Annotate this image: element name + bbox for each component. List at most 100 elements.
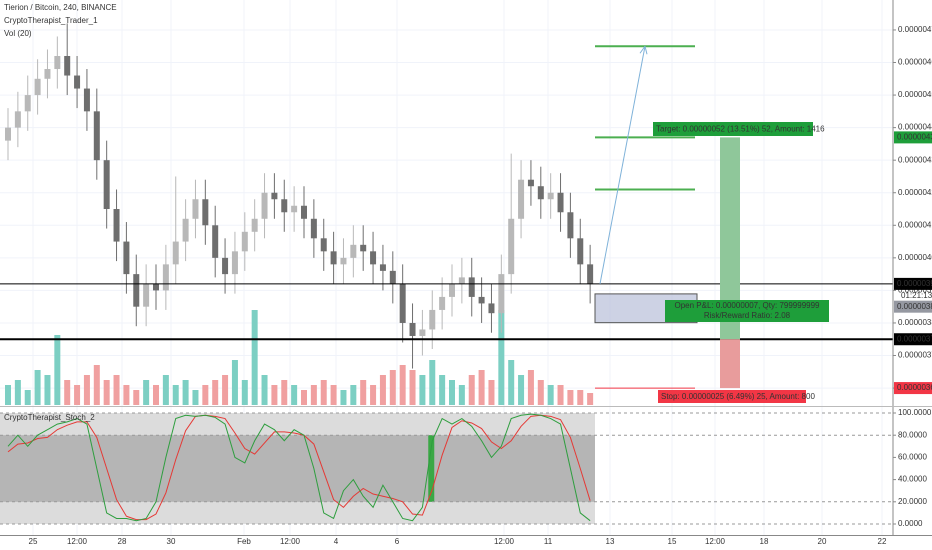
arrow-head <box>639 45 648 55</box>
candle-body <box>419 329 426 336</box>
indicator-label: CryptoTherapist_Trader_1 <box>4 16 98 25</box>
candle-body <box>192 199 199 219</box>
y-tick-label: 0.00000440 <box>898 123 932 132</box>
candle-body <box>518 179 525 219</box>
y-tick-label: 0.00000460 <box>898 58 932 67</box>
x-tick-label: 15 <box>668 537 677 546</box>
candle-body <box>508 218 515 275</box>
volume-bar <box>251 310 258 405</box>
candle-body <box>24 95 31 112</box>
pnl-box <box>665 300 829 322</box>
volume-bar <box>74 385 81 405</box>
candle-body <box>360 244 367 252</box>
candle-body <box>370 251 377 265</box>
volume-bar <box>123 385 130 405</box>
stoch-tick-label: 20.0000 <box>898 497 927 506</box>
x-tick-label: Feb <box>237 537 251 546</box>
volume-bar <box>557 385 564 405</box>
stoch-tick-label: 60.0000 <box>898 453 927 462</box>
x-tick-label: 12:00 <box>494 537 515 546</box>
volume-bar <box>93 365 100 405</box>
stoch-title: CryptoTherapist_Stoch_2 <box>4 413 95 422</box>
volume-bar <box>231 360 238 405</box>
candle-body <box>389 270 396 284</box>
countdown: 01:21:13 <box>901 291 932 300</box>
volume-bar <box>261 375 268 405</box>
candle-body <box>222 257 229 275</box>
y-tick-label: 0.00000390 <box>898 286 932 295</box>
volume-bar <box>409 370 416 405</box>
indicator-label: Vol (20) <box>4 29 32 38</box>
candle-body <box>557 192 564 213</box>
candle-body <box>162 264 169 291</box>
volume-bar <box>182 380 189 405</box>
volume-bar <box>527 370 534 405</box>
volume-bar <box>172 385 179 405</box>
candle-body <box>478 296 485 304</box>
price-badge-label: 0.00000375 <box>897 334 932 343</box>
volume-bar <box>429 360 436 405</box>
candle-body <box>488 303 495 314</box>
candle-body <box>320 238 327 252</box>
x-tick-label: 11 <box>544 537 553 546</box>
price-badge-label: 0.00000385 <box>897 302 932 311</box>
candle-body <box>498 274 505 314</box>
candle-body <box>103 160 110 210</box>
candle-body <box>172 241 179 265</box>
chart-title: Tierion / Bitcoin, 240, BINANCE <box>4 3 117 12</box>
stop-label: Stop: 0.00000025 (6.49%) 25, Amount: 800 <box>661 392 815 401</box>
volume-bar <box>153 385 159 405</box>
y-tick-label: 0.00000430 <box>898 155 932 164</box>
stoch-tick-label: 80.0000 <box>898 430 927 439</box>
price-badge <box>894 333 932 346</box>
volume-bar <box>508 360 515 405</box>
rr-label: Risk/Reward Ratio: 2.08 <box>704 311 791 320</box>
volume-bar <box>547 385 554 405</box>
candle-body <box>251 218 258 232</box>
candle-body <box>64 55 71 76</box>
volume-bar <box>5 385 11 405</box>
volume-bar <box>478 370 485 405</box>
volume-bar <box>360 380 367 405</box>
volume-bar <box>587 393 594 405</box>
x-tick-label: 4 <box>334 537 339 546</box>
volume-bar <box>113 375 120 405</box>
candle-body <box>182 218 189 242</box>
reward-zone <box>720 137 740 340</box>
candle-body <box>291 205 298 213</box>
volume-bar <box>281 380 288 405</box>
volume-bar <box>320 380 327 405</box>
candle-body <box>439 296 446 310</box>
y-tick-label: 0.00000380 <box>898 318 932 327</box>
stoch-line <box>7 413 591 522</box>
candle-body <box>261 192 268 219</box>
x-tick-label: 12:00 <box>67 537 88 546</box>
price-badge <box>894 131 932 144</box>
candle-body <box>212 225 219 258</box>
candle-body <box>123 241 130 275</box>
candle-body <box>350 244 357 258</box>
volume-bar <box>577 390 584 405</box>
candle-body <box>271 192 278 200</box>
volume-bar <box>330 385 337 405</box>
x-tick-label: 30 <box>167 537 176 546</box>
volume-bar <box>310 385 317 405</box>
candle-body <box>34 78 41 96</box>
candle-body <box>5 127 11 141</box>
volume-bar <box>537 380 544 405</box>
candle-body <box>587 264 594 284</box>
volume-bar <box>389 370 396 405</box>
candle-body <box>202 199 209 226</box>
volume-bar <box>350 385 357 405</box>
volume-bar <box>133 390 140 405</box>
candle-body <box>330 251 337 265</box>
x-tick-label: 6 <box>395 537 400 546</box>
volume-bar <box>439 375 446 405</box>
y-tick-label: 0.00000400 <box>898 253 932 262</box>
target-label: Target: 0.00000052 (13.51%) 52, Amount: … <box>656 125 825 134</box>
volume-bar <box>419 375 426 405</box>
candle-body <box>458 277 465 284</box>
x-tick-label: 22 <box>878 537 887 546</box>
candle-body <box>399 283 406 323</box>
